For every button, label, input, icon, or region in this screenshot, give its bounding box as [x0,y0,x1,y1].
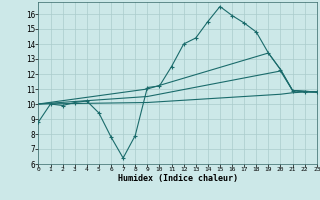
X-axis label: Humidex (Indice chaleur): Humidex (Indice chaleur) [118,174,238,183]
